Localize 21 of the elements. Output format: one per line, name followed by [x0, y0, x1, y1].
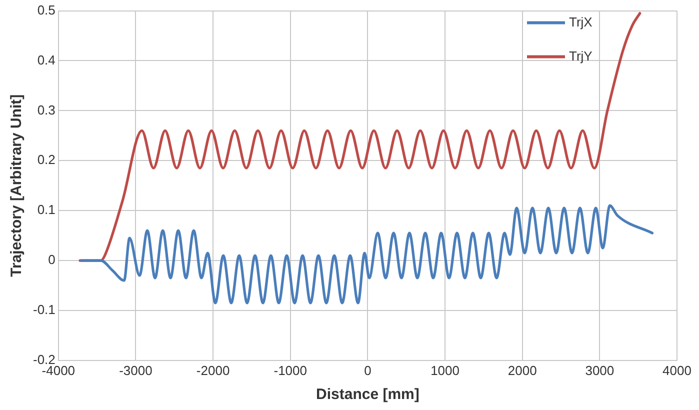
x-tick-label: 1000	[430, 362, 460, 378]
y-tick-label: 0.5	[37, 2, 56, 18]
x-tick-label: 4000	[662, 362, 692, 378]
legend-label: TrjY	[569, 48, 593, 64]
y-tick-label: -0.1	[32, 302, 56, 318]
y-tick-label: 0.1	[37, 202, 56, 218]
line-series	[80, 204, 654, 304]
y-tick-label: 0.3	[37, 102, 56, 118]
y-tick-label: 0.2	[37, 152, 56, 168]
y-tick-label: 0	[48, 252, 56, 268]
line-series	[78, 12, 642, 262]
x-tick-label: -3000	[119, 362, 152, 378]
x-tick-label: -1000	[274, 362, 307, 378]
x-tick-label: 2000	[508, 362, 537, 378]
x-tick-label: -2000	[196, 362, 230, 378]
x-tick-label: 3000	[585, 362, 614, 378]
y-axis-title: Trajectory [Arbitrary Unit]	[8, 94, 26, 277]
x-axis-title: Distance [mm]	[316, 386, 420, 404]
y-tick-label: 0.4	[37, 52, 56, 68]
legend-label: TrjX	[569, 14, 593, 30]
x-tick-label: 0	[364, 362, 372, 378]
